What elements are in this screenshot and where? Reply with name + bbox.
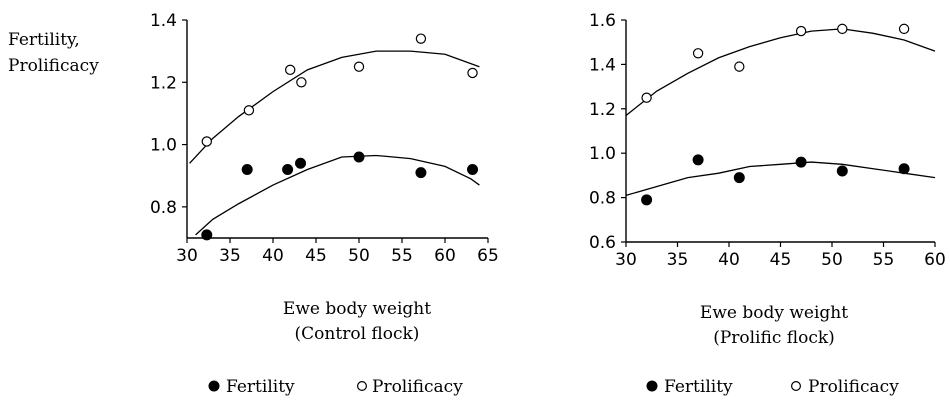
x-tick-label: 35 [667, 250, 689, 270]
data-point-fertility [353, 151, 365, 163]
data-point-prolificacy [898, 23, 910, 35]
x-tick-label: 45 [305, 246, 327, 266]
y-tick-label: 1.2 [589, 100, 616, 120]
legend-marker-prolificacy [790, 381, 801, 392]
data-point-prolificacy [734, 61, 745, 72]
legend-marker-prolificacy [357, 381, 368, 392]
data-point-prolificacy [285, 64, 296, 76]
x-tick-label: 40 [718, 250, 740, 270]
x-tick-label: 30 [176, 246, 198, 266]
legend-marker-fertility [208, 380, 220, 392]
x-axis-label-line-2: (Prolific flock) [713, 328, 835, 348]
y-tick-label: 1.0 [150, 136, 177, 156]
data-point-prolificacy [353, 61, 365, 72]
trend-line-fertility [195, 154, 480, 236]
data-point-fertility [282, 163, 294, 175]
data-point-prolificacy [692, 48, 704, 59]
data-point-fertility [467, 163, 479, 175]
x-tick-label: 60 [924, 250, 946, 270]
x-axis-label-line-2: (Control flock) [295, 324, 420, 344]
data-point-fertility [733, 172, 745, 184]
x-tick-label: 60 [434, 246, 456, 266]
data-point-prolificacy [467, 67, 478, 79]
x-tick-label: 50 [348, 246, 370, 266]
y-tick-label: 1.6 [589, 11, 616, 31]
data-point-fertility [641, 194, 653, 206]
x-tick-label: 35 [219, 246, 241, 266]
legend-label-prolificacy: Prolificacy [372, 377, 463, 397]
y-axis-label-line-2: Prolificacy [8, 56, 99, 76]
y-tick-label: 0.6 [589, 233, 616, 253]
y-axis-label-line-1: Fertility, [8, 30, 80, 50]
x-tick-label: 45 [770, 250, 792, 270]
legend-label-fertility: Fertility [664, 377, 733, 397]
x-axis-label-line-1: Ewe body weight [283, 299, 431, 319]
x-tick-label: 55 [873, 250, 895, 270]
x-tick-label: 65 [477, 246, 499, 266]
data-point-prolificacy [415, 33, 427, 44]
y-tick-label: 0.8 [589, 189, 616, 209]
y-tick-label: 0.8 [150, 198, 177, 218]
y-tick-label: 1.0 [589, 144, 616, 164]
data-point-fertility [692, 154, 704, 166]
data-point-prolificacy [795, 25, 807, 37]
x-tick-label: 55 [391, 246, 413, 266]
y-tick-label: 1.4 [589, 55, 616, 75]
x-axis-label-line-1: Ewe body weight [700, 303, 848, 323]
y-tick-label: 1.4 [150, 11, 177, 31]
data-point-fertility [241, 163, 253, 175]
trend-line-fertility [625, 161, 936, 197]
legend-marker-fertility [646, 380, 658, 392]
data-point-prolificacy [296, 77, 307, 88]
plot-prolific-flock: 0.6 0.8 1.0 1.2 1.4 1.6 30 35 40 45 50 55 60 Ewe body… [589, 11, 946, 397]
data-point-prolificacy [641, 92, 652, 103]
data-point-fertility [295, 157, 307, 169]
data-point-fertility [898, 163, 910, 175]
x-tick-label: 40 [262, 246, 284, 266]
data-point-prolificacy [243, 105, 255, 116]
plot-control-flock: 0.8 1.0 1.2 1.4 30 35 40 45 50 55 60 65 Ewe body wei… [150, 11, 499, 397]
data-point-prolificacy [201, 136, 212, 147]
y-tick-label: 1.2 [150, 73, 177, 93]
trend-line-prolificacy [625, 28, 936, 116]
data-point-fertility [795, 156, 807, 168]
x-tick-label: 50 [821, 250, 843, 270]
data-point-fertility [415, 167, 427, 179]
data-point-fertility [836, 165, 848, 177]
legend-label-prolificacy: Prolificacy [808, 377, 899, 397]
data-point-prolificacy [837, 23, 848, 35]
legend-label-fertility: Fertility [226, 377, 295, 397]
x-tick-label: 30 [615, 250, 637, 270]
data-point-fertility [201, 229, 213, 241]
trend-line-prolificacy [189, 50, 480, 164]
